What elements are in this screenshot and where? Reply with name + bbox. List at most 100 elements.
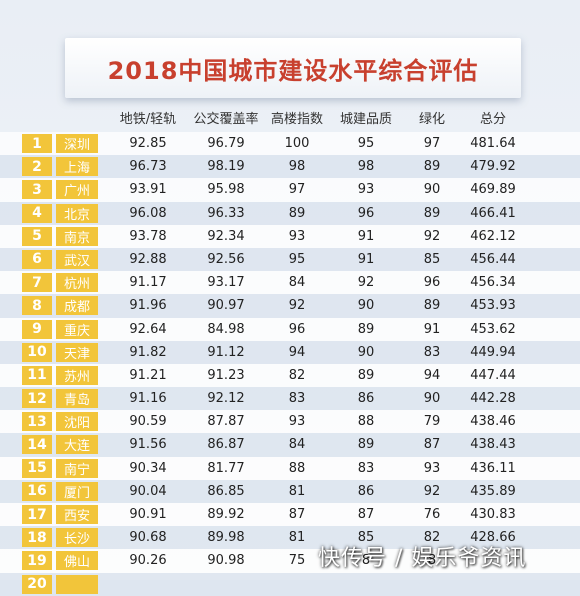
cell-bus-coverage: 86.85 [207, 483, 245, 499]
table-row: 9 重庆 92.64 84.98 96 89 91 453.62 [0, 317, 580, 341]
header-bus-coverage: 公交覆盖率 [193, 112, 259, 127]
cell-total: 442.28 [470, 391, 516, 407]
table-row: 1 深圳 92.85 96.79 100 95 97 481.64 [0, 132, 580, 156]
rank-badge: 19 [22, 551, 52, 571]
cell-bus-coverage: 93.17 [207, 275, 245, 291]
cell-construction-quality: 96 [357, 205, 375, 221]
cell-greening: 91 [423, 321, 441, 337]
cell-total: 466.41 [470, 205, 516, 221]
cell-construction-quality: 90 [357, 298, 375, 314]
cell-total: 462.12 [470, 228, 516, 244]
cell-bus-coverage: 89.98 [207, 530, 245, 546]
cell-metro: 93.78 [129, 228, 167, 244]
cell-bus-coverage: 81.77 [207, 460, 245, 476]
city-name: 厦门 [56, 481, 98, 501]
city-name: 深圳 [56, 134, 98, 153]
cell-bus-coverage: 91.23 [207, 367, 245, 383]
cell-greening: 89 [423, 205, 441, 221]
cell-construction-quality: 98 [357, 159, 375, 175]
table-row: 17 西安 90.91 89.92 87 87 76 430.83 [0, 503, 580, 527]
city-name: 武汉 [56, 249, 98, 269]
city-name: 广州 [56, 180, 98, 200]
city-name: 成都 [56, 296, 98, 316]
city-name: 青岛 [56, 389, 98, 409]
table-row: 12 青岛 91.16 92.12 83 86 90 442.28 [0, 387, 580, 411]
rank-badge: 6 [22, 249, 52, 269]
cell-greening: 87 [423, 437, 441, 453]
header-total: 总分 [479, 112, 507, 127]
rank-badge: 17 [22, 505, 52, 524]
city-name: 苏州 [56, 365, 98, 385]
cell-greening: 89 [423, 298, 441, 314]
cell-construction-quality: 89 [357, 437, 375, 453]
rank-badge: 4 [22, 203, 52, 223]
cell-tower-index: 97 [288, 182, 306, 198]
cell-metro: 96.08 [129, 205, 167, 221]
city-name: 北京 [56, 203, 98, 223]
cell-greening: 82 [423, 530, 441, 546]
table-row: 15 南宁 90.34 81.77 88 83 93 436.11 [0, 456, 580, 480]
rank-badge: 2 [22, 157, 52, 177]
rank-badge: 20 [22, 574, 52, 594]
cell-total: 449.94 [470, 344, 516, 360]
cell-total: 428.66 [470, 530, 516, 546]
cell-total: 456.44 [470, 251, 516, 267]
table-row: 8 成都 91.96 90.97 92 90 89 453.93 [0, 294, 580, 318]
cell-total: 481.64 [470, 136, 516, 151]
cell-greening: 90 [423, 182, 441, 198]
cell-tower-index: 81 [288, 483, 306, 499]
cell-construction-quality: 88 [357, 414, 375, 430]
cell-tower-index: 95 [288, 251, 306, 267]
rank-badge: 14 [22, 435, 52, 455]
cell-total: 430.83 [470, 507, 516, 522]
cell-bus-coverage: 96.33 [207, 205, 245, 221]
city-name [56, 574, 98, 594]
cell-total: 453.62 [470, 321, 516, 337]
cell-greening: 92 [423, 483, 441, 499]
city-name: 杭州 [56, 273, 98, 293]
cell-bus-coverage: 84.98 [207, 321, 245, 337]
cell-tower-index: 83 [288, 391, 306, 407]
header-construction-quality: 城建品质 [339, 112, 393, 127]
cell-metro: 91.56 [129, 437, 167, 453]
table-row: 20 [0, 572, 580, 596]
table-row: 4 北京 96.08 96.33 89 96 89 466.41 [0, 201, 580, 225]
rank-badge: 18 [22, 528, 52, 548]
cell-total: 447.44 [470, 367, 516, 383]
cell-metro: 92.64 [129, 321, 167, 337]
cell-construction-quality: 85 [357, 530, 375, 546]
table-row: 2 上海 96.73 98.19 98 98 89 479.92 [0, 155, 580, 179]
table-row: 6 武汉 92.88 92.56 95 91 85 456.44 [0, 247, 580, 272]
cell-tower-index: 84 [288, 275, 306, 291]
rank-badge: 12 [22, 389, 52, 409]
cell-tower-index: 81 [288, 530, 306, 546]
cell-construction-quality: 8 [361, 553, 371, 569]
cell-metro: 91.96 [129, 298, 167, 314]
cell-bus-coverage: 91.12 [207, 344, 245, 360]
cell-greening: 93 [423, 460, 441, 476]
cell-greening: 83 [423, 344, 441, 360]
table-row: 5 南京 93.78 92.34 93 91 92 462.12 [0, 224, 580, 248]
cell-tower-index: 93 [288, 228, 306, 244]
table-row: 14 大连 91.56 86.87 84 89 87 438.43 [0, 433, 580, 457]
cell-greening: 97 [423, 136, 441, 151]
header-metro: 地铁/轻轨 [119, 112, 177, 127]
cell-greening: 76 [423, 507, 441, 522]
rank-badge: 9 [22, 319, 52, 339]
cell-metro: 93.91 [129, 182, 167, 198]
cell-bus-coverage: 90.97 [207, 298, 245, 314]
cell-construction-quality: 95 [357, 136, 375, 151]
cell-construction-quality: 83 [357, 460, 375, 476]
cell-metro: 91.82 [129, 344, 167, 360]
cell-bus-coverage: 92.12 [207, 391, 245, 407]
cell-total: 438.43 [470, 437, 516, 453]
cell-greening: 8 [427, 553, 437, 569]
cell-bus-coverage: 92.56 [207, 251, 245, 267]
cell-total: 469.89 [470, 182, 516, 198]
cell-greening: 90 [423, 391, 441, 407]
cell-construction-quality: 90 [357, 344, 375, 360]
ranking-table: 1 深圳 92.85 96.79 100 95 97 481.64 2 上海 96.73 98.19 9… [0, 132, 580, 596]
cell-metro: 90.68 [129, 530, 167, 546]
city-name: 佛山 [56, 551, 98, 571]
city-name: 重庆 [56, 319, 98, 339]
